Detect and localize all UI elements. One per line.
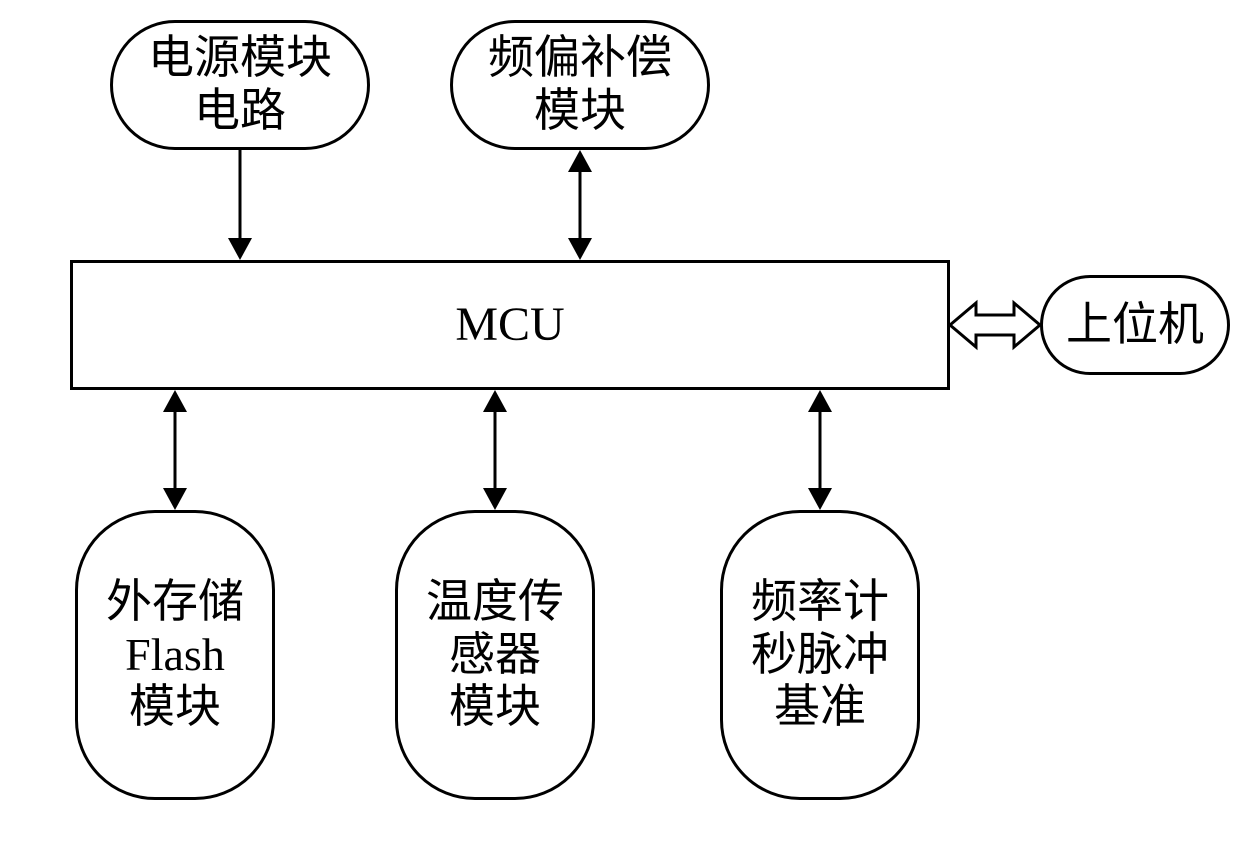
node-mcu-label: MCU — [455, 297, 564, 352]
node-flash: 外存储 Flash 模块 — [75, 510, 275, 800]
node-flash-label: 外存储 Flash 模块 — [106, 576, 244, 735]
node-freq-comp: 频偏补偿 模块 — [450, 20, 710, 150]
node-mcu: MCU — [70, 260, 950, 390]
node-temp-label: 温度传 感器 模块 — [426, 576, 564, 735]
node-freq-ref-label: 频率计 秒脉冲 基准 — [751, 576, 889, 735]
node-host: 上位机 — [1040, 275, 1230, 375]
node-power: 电源模块 电路 — [110, 20, 370, 150]
node-temp: 温度传 感器 模块 — [395, 510, 595, 800]
node-power-label: 电源模块 电路 — [148, 32, 332, 138]
diagram-canvas: 电源模块 电路 频偏补偿 模块 MCU 上位机 外存储 Flash 模块 温度传… — [0, 0, 1240, 854]
node-freq-comp-label: 频偏补偿 模块 — [488, 32, 672, 138]
node-freq-ref: 频率计 秒脉冲 基准 — [720, 510, 920, 800]
node-host-label: 上位机 — [1066, 299, 1204, 352]
